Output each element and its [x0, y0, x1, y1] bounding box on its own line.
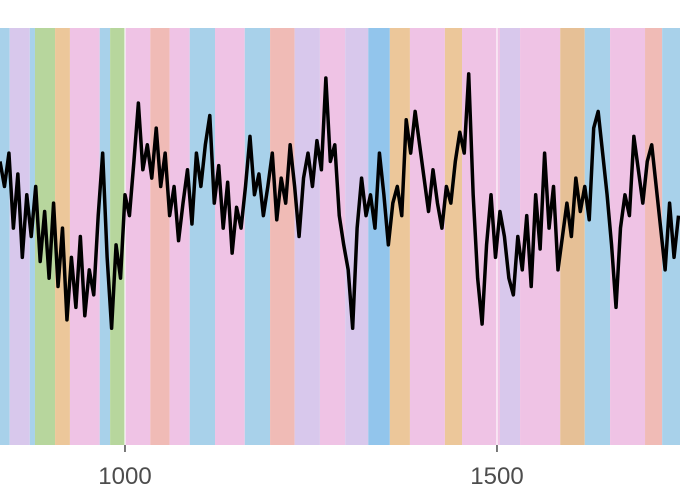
period-band [0, 28, 10, 445]
period-band [189, 28, 216, 445]
period-band [499, 28, 521, 445]
period-band [389, 28, 410, 445]
period-band [409, 28, 445, 445]
x-tick-label: 1500 [470, 463, 523, 490]
period-band [610, 28, 646, 445]
period-band [270, 28, 295, 445]
x-tick-label: 1000 [98, 463, 151, 490]
period-band [124, 28, 151, 445]
period-band [150, 28, 170, 445]
period-band [645, 28, 663, 445]
period-band [444, 28, 463, 445]
period-band [244, 28, 271, 445]
data-line [0, 72, 680, 330]
period-band [584, 28, 611, 445]
period-band [110, 28, 125, 445]
period-band [69, 28, 100, 445]
period-band [368, 28, 390, 445]
